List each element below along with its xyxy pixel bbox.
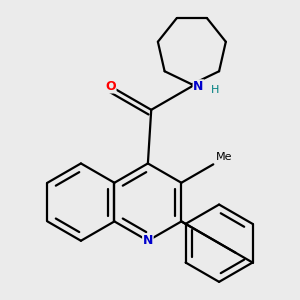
- Text: N: N: [143, 234, 153, 247]
- Text: H: H: [211, 85, 219, 95]
- Text: Me: Me: [216, 152, 232, 162]
- Text: O: O: [105, 80, 116, 93]
- Text: N: N: [193, 80, 204, 93]
